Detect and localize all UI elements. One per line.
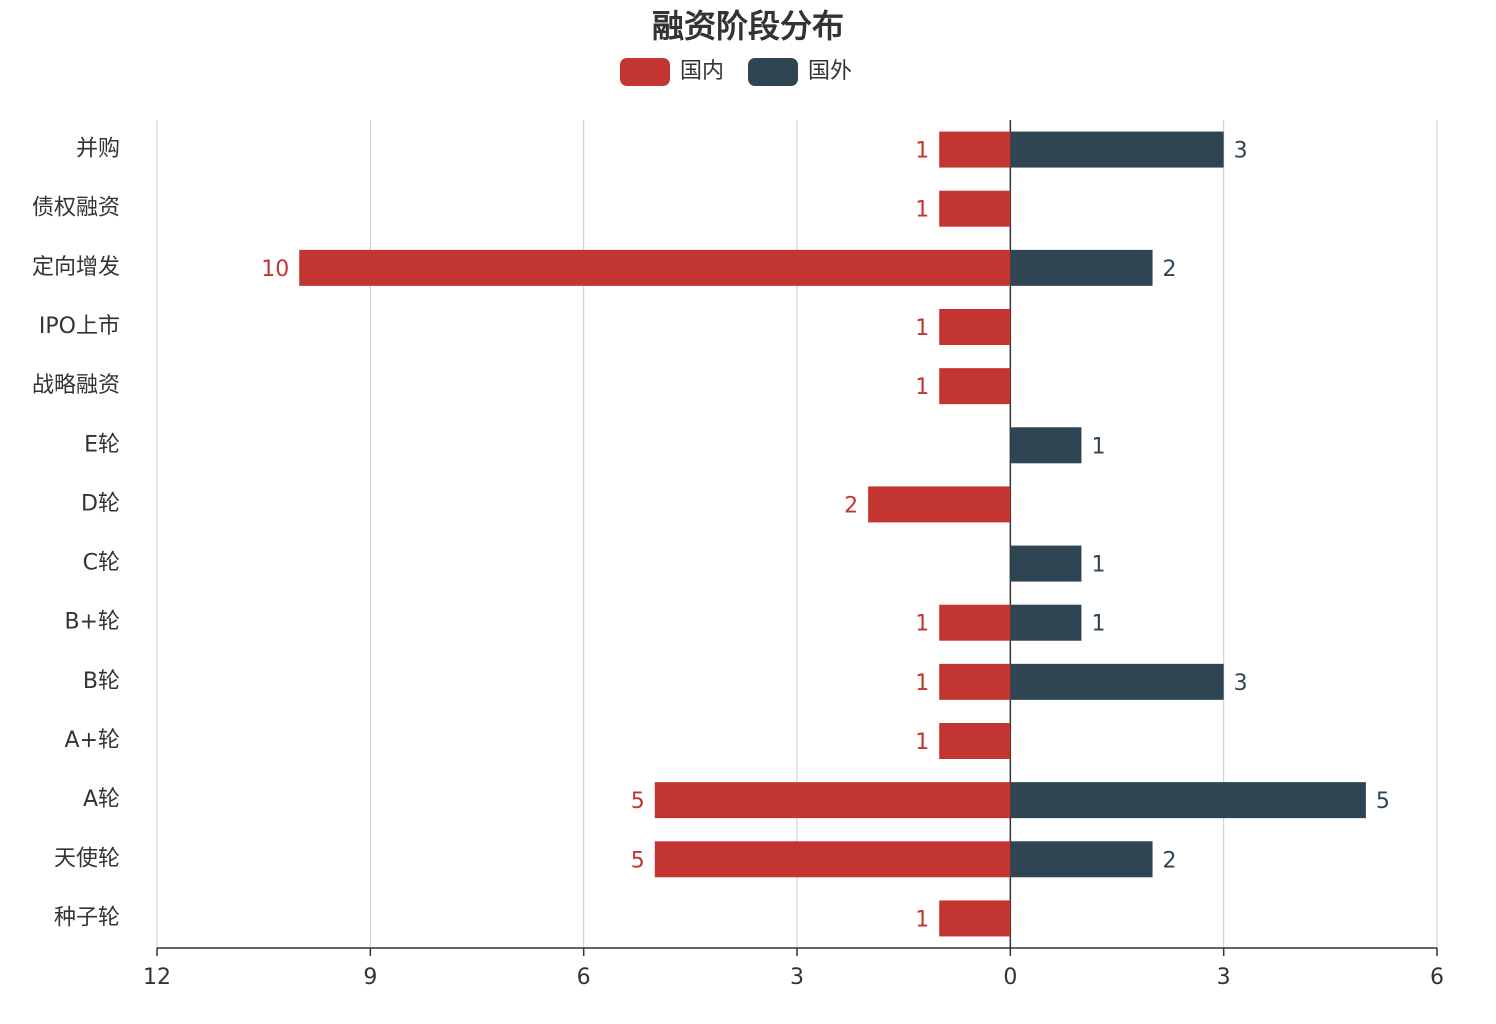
bar xyxy=(1010,131,1224,168)
x-tick-label: 0 xyxy=(1003,965,1017,990)
y-tick-label: C轮 xyxy=(83,551,120,576)
data-label: 5 xyxy=(1376,789,1390,814)
data-label: 5 xyxy=(631,848,645,873)
y-tick-label: 债权融资 xyxy=(32,196,120,221)
y-tick-label: IPO上市 xyxy=(39,314,120,339)
data-label: 1 xyxy=(915,198,929,223)
data-label: 1 xyxy=(915,316,929,341)
data-label: 2 xyxy=(844,493,858,518)
x-tick-label: 9 xyxy=(363,965,377,990)
y-tick-label: 并购 xyxy=(76,137,120,162)
y-tick-label: B轮 xyxy=(83,669,120,694)
data-label: 1 xyxy=(915,671,929,696)
bar xyxy=(1010,663,1224,700)
bar xyxy=(654,782,1011,819)
y-tick-label: D轮 xyxy=(81,491,120,516)
bar xyxy=(939,723,1011,759)
y-tick-label: 天使轮 xyxy=(54,846,120,871)
bar xyxy=(1010,249,1153,286)
bar xyxy=(654,841,1011,878)
y-tick-label: A轮 xyxy=(83,787,120,812)
bar xyxy=(1010,782,1366,819)
data-label: 1 xyxy=(1091,612,1105,637)
bar xyxy=(939,900,1011,937)
bar xyxy=(939,190,1011,227)
data-label: 3 xyxy=(1234,139,1248,164)
bar xyxy=(939,663,1011,700)
y-tick-label: A+轮 xyxy=(65,728,120,753)
data-label: 1 xyxy=(915,730,929,755)
bar xyxy=(939,368,1011,405)
bar xyxy=(1010,604,1082,641)
bar xyxy=(939,604,1011,641)
x-tick-label: 6 xyxy=(1430,965,1444,990)
y-tick-label: B+轮 xyxy=(64,610,120,635)
data-label: 3 xyxy=(1234,671,1248,696)
data-label: 5 xyxy=(631,789,645,814)
data-label: 1 xyxy=(1091,434,1105,459)
x-tick-label: 6 xyxy=(577,965,591,990)
data-label: 2 xyxy=(1163,257,1177,282)
bar xyxy=(1010,841,1153,878)
data-label: 1 xyxy=(915,612,929,637)
bar xyxy=(1010,427,1082,464)
y-tick-label: E轮 xyxy=(84,432,120,457)
legend-label: 国外 xyxy=(808,59,852,84)
data-label: 1 xyxy=(915,375,929,400)
y-tick-label: 定向增发 xyxy=(32,255,120,280)
data-label: 1 xyxy=(915,139,929,164)
legend-label: 国内 xyxy=(680,59,724,84)
x-tick-label: 3 xyxy=(1217,965,1231,990)
x-tick-label: 12 xyxy=(143,965,171,990)
y-tick-label: 战略融资 xyxy=(32,373,120,398)
y-tick-label: 种子轮 xyxy=(54,905,120,930)
bar xyxy=(1010,545,1082,582)
bar xyxy=(939,131,1011,168)
data-label: 1 xyxy=(1091,553,1105,578)
bar xyxy=(939,309,1011,345)
legend-swatch xyxy=(748,58,798,86)
bar xyxy=(868,486,1011,523)
x-tick-label: 3 xyxy=(790,965,804,990)
bar xyxy=(299,249,1011,286)
data-label: 1 xyxy=(915,907,929,932)
chart-title: 融资阶段分布 xyxy=(652,7,844,45)
data-label: 2 xyxy=(1163,848,1177,873)
data-label: 10 xyxy=(261,257,289,282)
legend-swatch xyxy=(620,58,670,86)
